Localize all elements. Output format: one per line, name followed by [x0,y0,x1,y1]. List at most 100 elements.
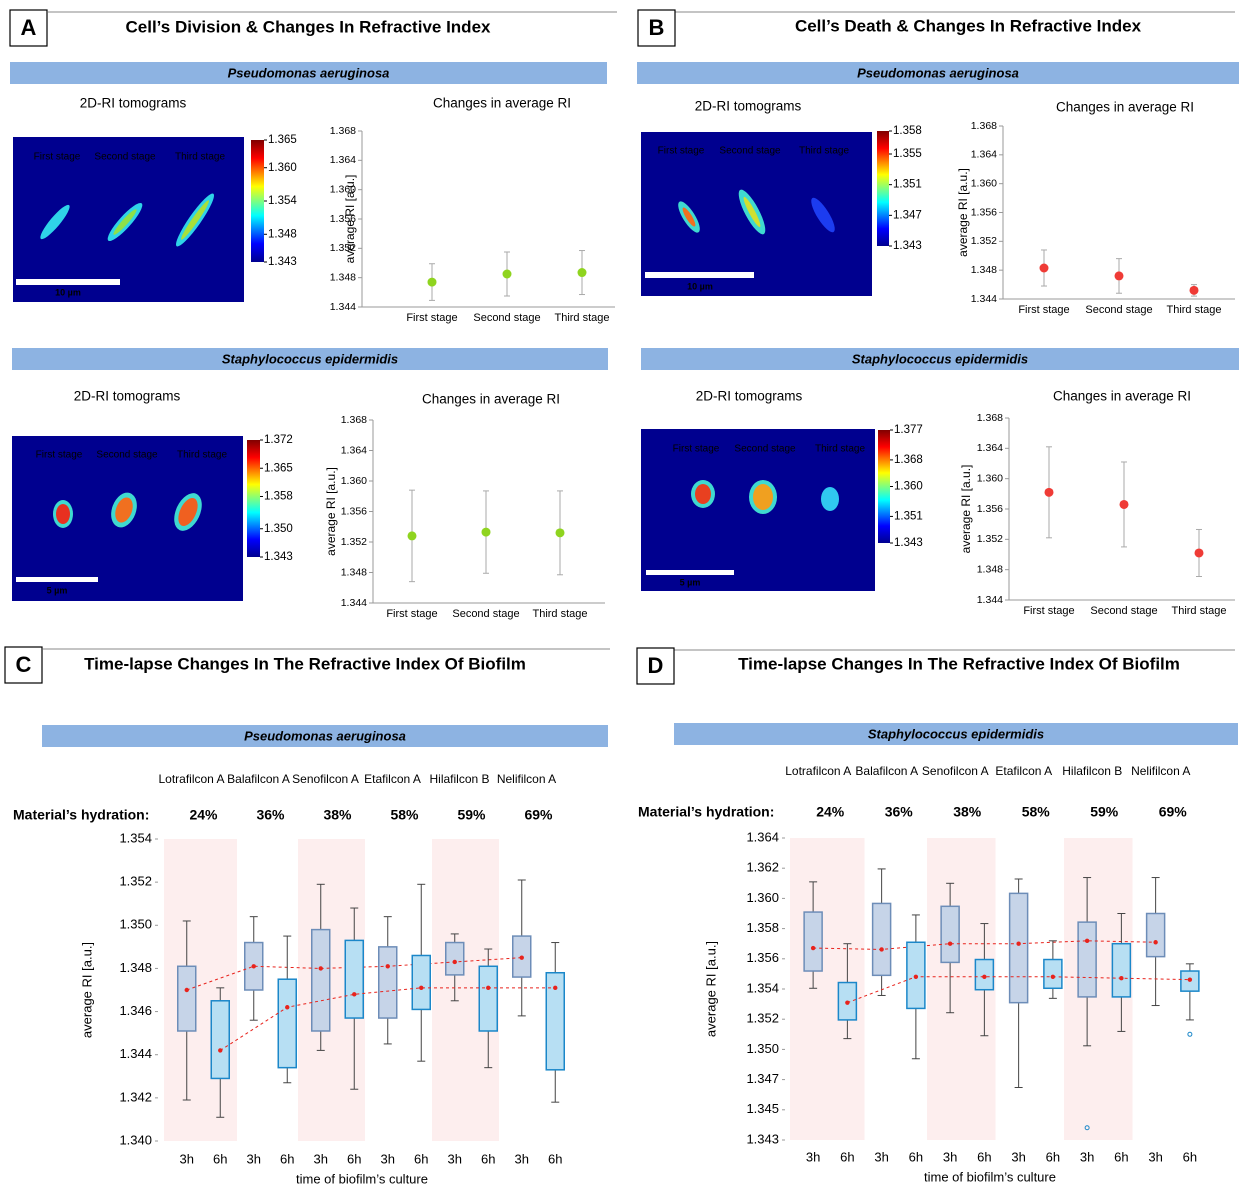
x-tick-label: 6h [909,1149,923,1164]
colorbar-tick-label: 1.377 [894,424,923,436]
box [1147,914,1165,957]
point [1115,271,1124,280]
y-axis-label: average RI [a.u.] [703,941,718,1037]
scale-bar [16,279,120,285]
x-tick-label: 3h [1148,1149,1162,1164]
stage-label: Third stage [799,146,849,157]
colorbar-tick-label: 1.372 [264,434,293,446]
point [578,268,587,277]
median-point [319,966,323,970]
x-tick-label: 6h [213,1151,227,1166]
median-point [252,964,256,968]
scale-bar-label: 10 µm [55,287,81,297]
median-point [1153,940,1157,944]
y-tick-label: 1.360 [341,475,367,487]
colorbar-tick-label: 1.354 [268,195,297,207]
panel-letter: D [648,653,664,678]
colorbar-tick-label: 1.360 [894,481,923,493]
y-axis-label: average RI [a.u.] [324,467,338,556]
group-band [164,839,237,1141]
y-tick-label: 1.348 [330,271,356,283]
colorbar-tick-label: 1.360 [268,162,297,174]
stage-label: Second stage [734,444,796,455]
x-tick-label: 3h [381,1151,395,1166]
y-tick-label: 1.360 [330,183,356,195]
colorbar-tick-label: 1.358 [893,125,922,137]
material-name: Etafilcon A [995,764,1052,778]
scale-bar-label: 5 µm [680,577,701,587]
colorbar-tick-label: 1.351 [893,179,922,191]
box [312,930,330,1031]
stage-label: First stage [34,152,81,163]
colorbar-tick-label: 1.343 [264,551,293,563]
point [1045,488,1054,497]
x-tick-label: Third stage [554,312,609,324]
point [503,270,512,279]
x-tick-label: Second stage [1085,304,1152,316]
y-tick-label: 1.368 [330,125,356,137]
y-tick-label: 1.352 [330,242,356,254]
box [1044,960,1062,989]
x-tick-label: Third stage [1171,605,1226,617]
hydration-value: 24% [189,807,218,823]
median-point [553,986,557,990]
point [1040,264,1049,273]
y-tick-label: 1.352 [746,1011,779,1026]
x-tick-label: 3h [515,1151,529,1166]
y-tick-label: 1.347 [746,1071,779,1086]
scale-bar-label: 5 µm [47,585,68,595]
colorbar [247,440,260,557]
x-tick-label: 6h [481,1151,495,1166]
chart-title: Changes in average RI [433,96,571,111]
y-tick-label: 1.364 [341,444,367,456]
point [1120,500,1129,509]
material-name: Hilafilcon B [1062,764,1122,778]
y-tick-label: 1.344 [341,597,367,609]
median-point [845,1000,849,1004]
hydration-value: 36% [256,807,285,823]
y-tick-label: 1.356 [746,950,779,965]
stage-label: Second stage [94,152,156,163]
panel-letter: B [649,15,665,40]
box [479,966,497,1031]
material-name: Balafilcon A [227,772,290,786]
hydration-label: Material’s hydration: [13,807,149,823]
y-tick-label: 1.348 [977,563,1003,575]
colorbar-tick-label: 1.351 [894,510,923,522]
box [804,912,822,971]
median-point [486,986,490,990]
x-tick-label: 3h [448,1151,462,1166]
y-tick-label: 1.364 [746,829,779,844]
x-tick-label: 3h [874,1149,888,1164]
colorbar [251,140,264,262]
y-tick-label: 1.350 [119,917,152,932]
y-tick-label: 1.368 [341,414,367,426]
material-name: Hilafilcon B [429,772,489,786]
box [345,940,363,1018]
y-tick-label: 1.364 [971,149,997,161]
species-name: Staphylococcus epidermidis [222,351,398,366]
panel-title: Time-lapse Changes In The Refractive Ind… [738,654,1180,673]
colorbar-tick-label: 1.347 [893,209,922,221]
colorbar [878,430,890,543]
x-tick-label: 6h [1183,1149,1197,1164]
median-point [218,1048,222,1052]
hydration-value: 36% [885,804,914,820]
tomogram-heading: 2D-RI tomograms [80,96,187,111]
y-tick-label: 1.360 [977,472,1003,484]
panel-letter: C [16,652,32,677]
box [379,947,397,1018]
median-point [285,1005,289,1009]
y-tick-label: 1.344 [977,594,1003,606]
y-tick-label: 1.356 [977,503,1003,515]
chart-title: Changes in average RI [422,392,560,407]
hydration-value: 59% [457,807,486,823]
point [482,528,491,537]
species-name: Pseudomonas aeruginosa [244,728,406,743]
median-point [982,975,986,979]
y-tick-label: 1.348 [341,566,367,578]
panel-title: Cell’s Death & Changes In Refractive Ind… [795,16,1142,35]
y-tick-label: 1.356 [330,213,356,225]
y-tick-label: 1.352 [971,235,997,247]
species-name: Staphylococcus epidermidis [852,351,1028,366]
